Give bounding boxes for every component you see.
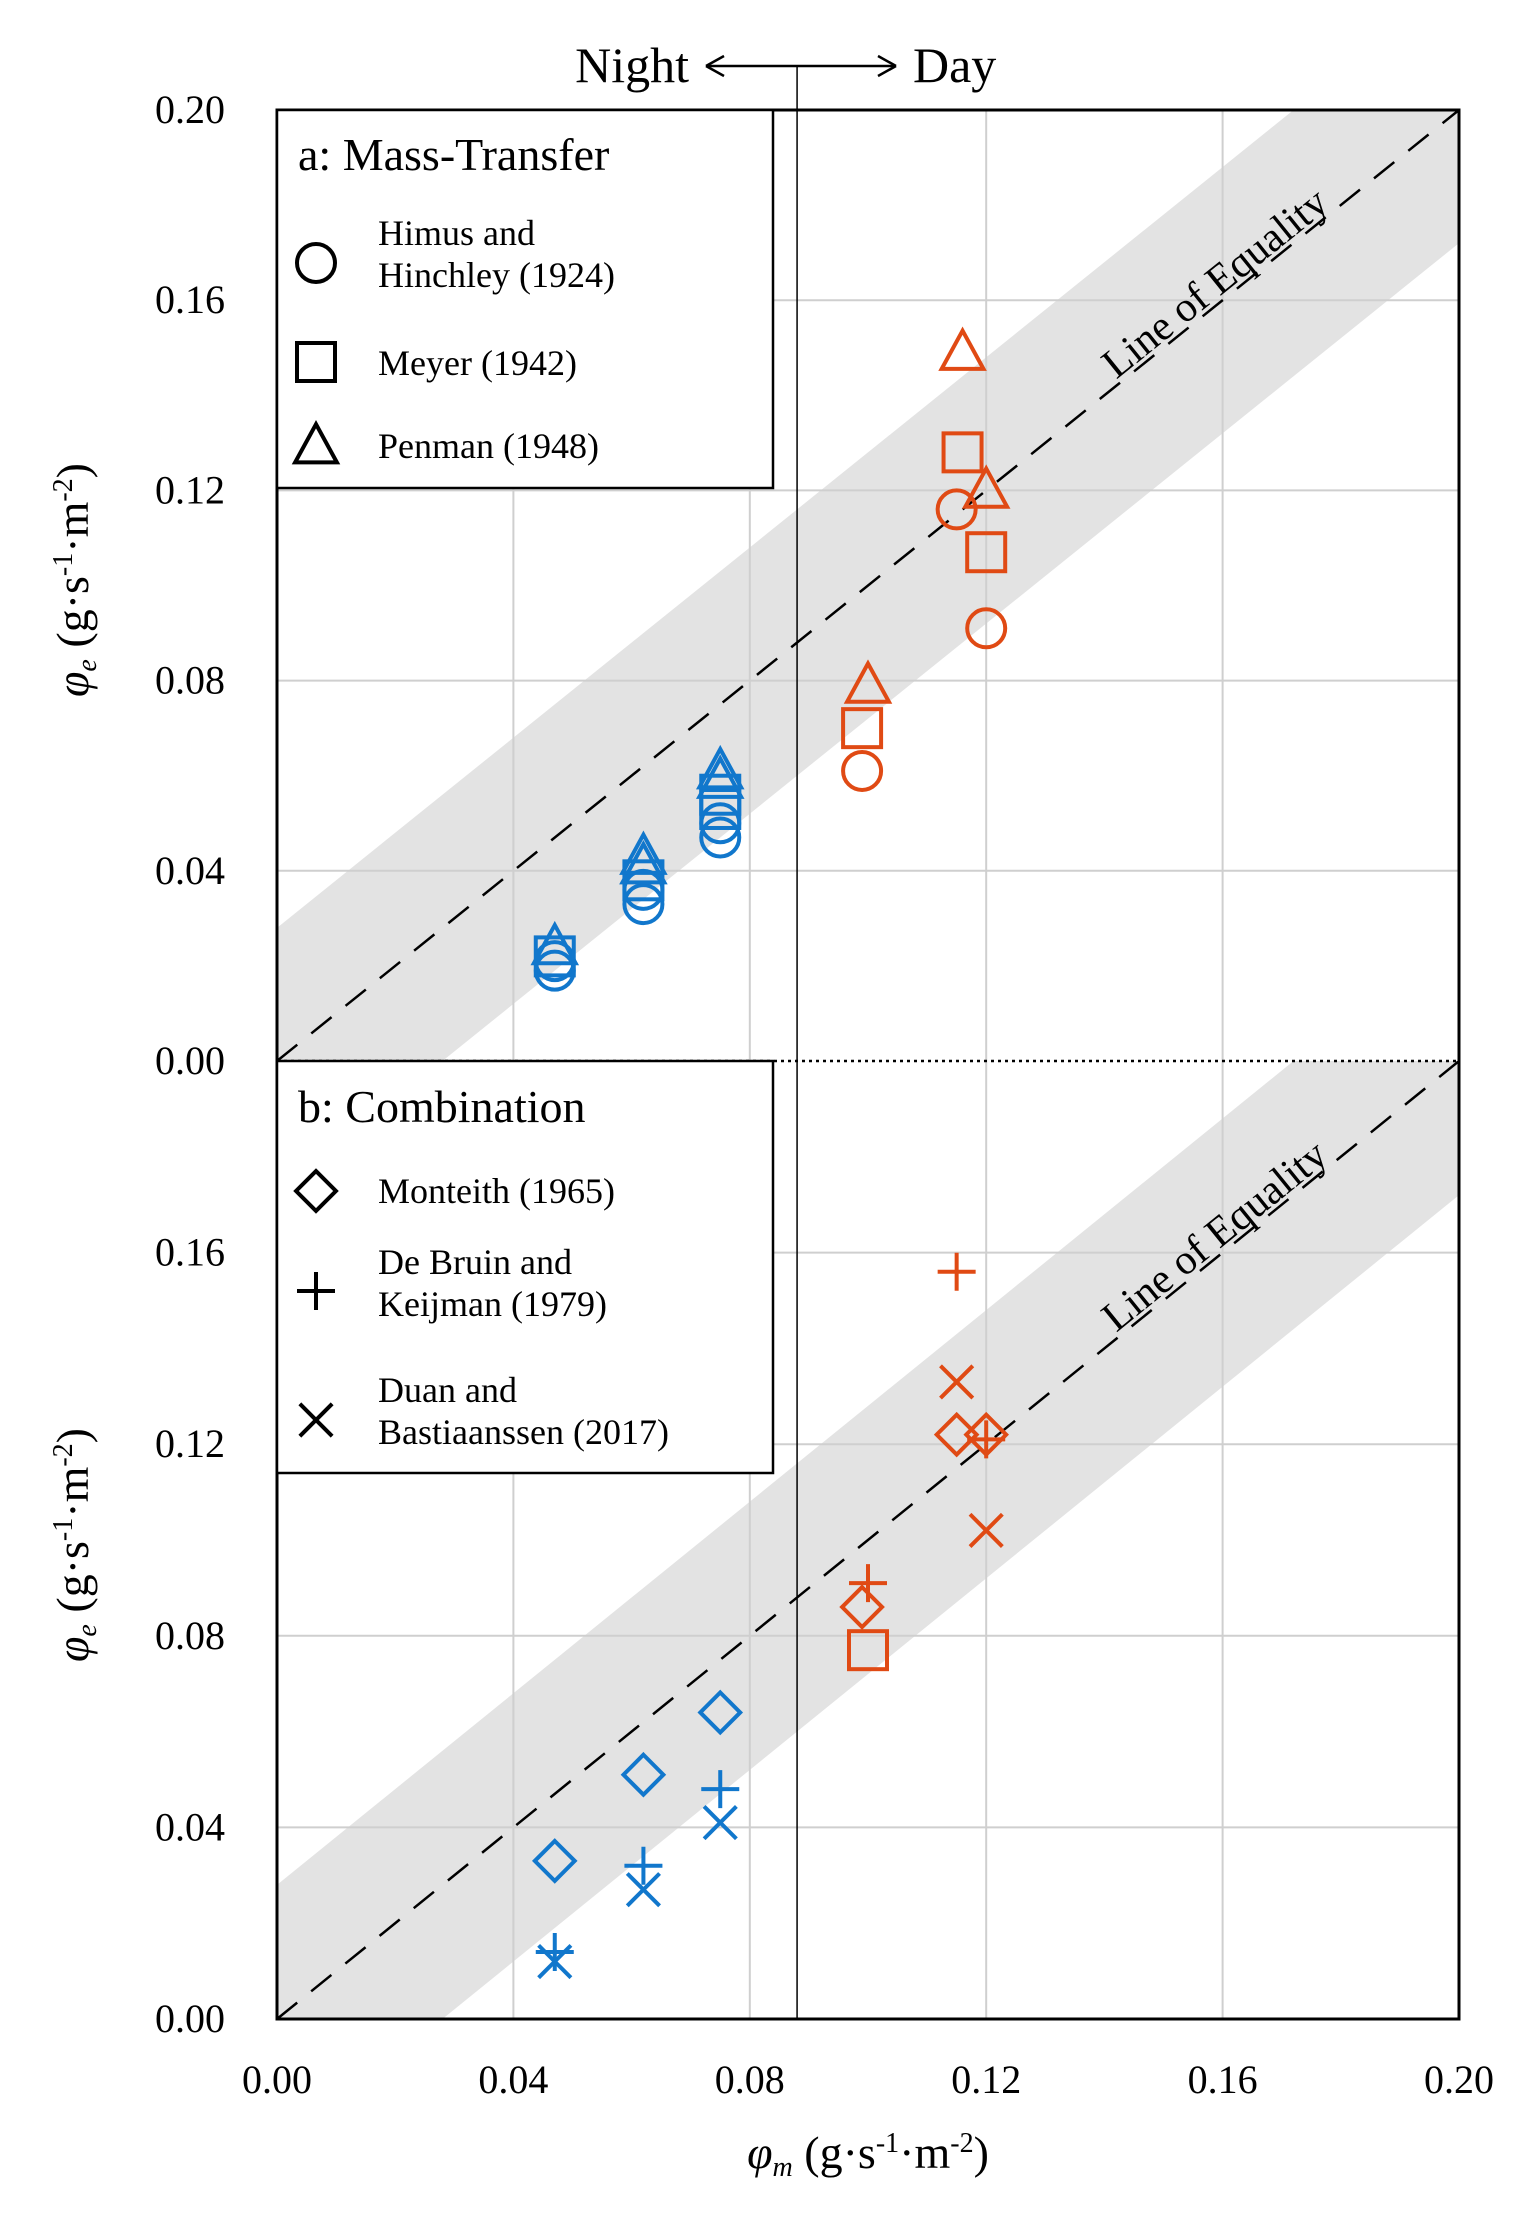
night-label: Night	[575, 37, 689, 93]
legend-label: De Bruin and	[378, 1242, 572, 1282]
point-square	[965, 531, 1008, 574]
legend-label: Hinchley (1924)	[378, 255, 615, 295]
point-circle	[841, 749, 884, 792]
legend-label: Bastiaanssen (2017)	[378, 1412, 669, 1452]
y-ticks-a: 0.00 0.04 0.08 0.12 0.16 0.20	[155, 87, 225, 1083]
point-diamond	[620, 1751, 667, 1798]
point-triangle	[530, 920, 580, 966]
point-triangle	[619, 840, 668, 885]
x-tick-label: 0.08	[715, 2057, 785, 2102]
y-tick-label: 0.00	[155, 1996, 225, 2041]
arrow-left-icon	[705, 54, 725, 78]
point-square	[847, 1629, 889, 1672]
point-diamond	[531, 1838, 578, 1884]
legend-icon-x	[298, 1402, 334, 1438]
x-tick-label: 0.20	[1424, 2057, 1494, 2102]
point-triangle	[619, 830, 668, 875]
y-axis-label-b: φe (g·s-1·m-2)	[47, 1428, 103, 1662]
legend-icon-square	[295, 341, 337, 383]
point-triangle	[695, 754, 745, 799]
legend-b: b: Combination Monteith (1965) De Bruin a…	[275, 1059, 775, 1475]
point-triangle	[961, 464, 1011, 509]
x-tick-label: 0.04	[478, 2057, 548, 2102]
point-circle	[699, 816, 742, 859]
point-circle	[935, 488, 978, 531]
point-x	[968, 1512, 1004, 1548]
y-ticks-b: 0.00 0.04 0.08 0.12 0.16	[155, 1230, 225, 2041]
legend-b-title: b: Combination	[298, 1081, 586, 1132]
equality-line-a	[277, 110, 1459, 1061]
legend-icon-plus	[297, 1272, 335, 1310]
point-plus	[624, 1846, 663, 1885]
y-tick-label: 0.08	[155, 1613, 225, 1658]
legend-label: Duan and	[378, 1370, 517, 1410]
point-diamond	[933, 1411, 980, 1458]
point-x	[625, 1872, 661, 1908]
points-b	[531, 1252, 1009, 1980]
y-tick-label: 0.20	[155, 87, 225, 132]
x-tick-label: 0.16	[1188, 2057, 1258, 2102]
point-plus	[535, 1932, 574, 1971]
y-axis-label-a: φe (g·s-1·m-2)	[47, 463, 103, 697]
legend-label: Keijman (1979)	[378, 1284, 607, 1324]
y-tick-label: 0.08	[155, 658, 225, 703]
point-plus	[937, 1252, 976, 1291]
equality-line-b	[277, 1061, 1459, 2019]
legend-label: Meyer (1942)	[378, 343, 577, 383]
point-diamond	[839, 1584, 885, 1630]
point-square	[941, 431, 984, 474]
legend-a-box	[275, 108, 775, 490]
point-triangle	[843, 659, 893, 704]
legend-b-box	[275, 1059, 775, 1475]
night-day-header: Night Day	[575, 37, 996, 93]
arrow-right-icon	[877, 54, 897, 78]
y-tick-label: 0.04	[155, 848, 225, 893]
y-tick-label: 0.00	[155, 1038, 225, 1083]
point-circle	[965, 607, 1008, 650]
point-square	[841, 707, 884, 750]
point-plus	[967, 1420, 1006, 1459]
y-tick-label: 0.12	[155, 1421, 225, 1466]
point-x	[702, 1805, 738, 1841]
legend-icon-circle	[295, 242, 337, 284]
y-tick-label: 0.12	[155, 467, 225, 512]
y-tick-label: 0.16	[155, 1230, 225, 1275]
legend-label: Himus and	[378, 213, 535, 253]
legend-a-title: a: Mass-Transfer	[298, 129, 609, 180]
x-axis-label: φm (g·s-1·m-2)	[747, 2127, 989, 2183]
day-label: Day	[913, 37, 996, 93]
point-plus	[849, 1564, 887, 1603]
y-tick-label: 0.04	[155, 1804, 225, 1849]
point-triangle	[695, 744, 745, 790]
point-plus	[701, 1770, 740, 1809]
points-a	[530, 326, 1011, 992]
legend-label: Penman (1948)	[378, 426, 599, 466]
point-diamond	[697, 1689, 744, 1736]
legend-label: Monteith (1965)	[378, 1171, 615, 1211]
point-triangle	[938, 326, 987, 371]
x-tick-label: 0.12	[951, 2057, 1021, 2102]
legend-icon-triangle	[291, 419, 341, 465]
x-tick-label: 0.00	[242, 2057, 312, 2102]
point-circle	[622, 883, 665, 926]
point-x	[939, 1364, 975, 1400]
panel-a: Line of Equality	[277, 110, 1459, 1061]
point-x	[537, 1943, 573, 1980]
legend-icon-diamond	[293, 1168, 339, 1214]
x-ticks: 0.00 0.04 0.08 0.12 0.16 0.20	[242, 2057, 1494, 2102]
y-tick-label: 0.16	[155, 277, 225, 322]
